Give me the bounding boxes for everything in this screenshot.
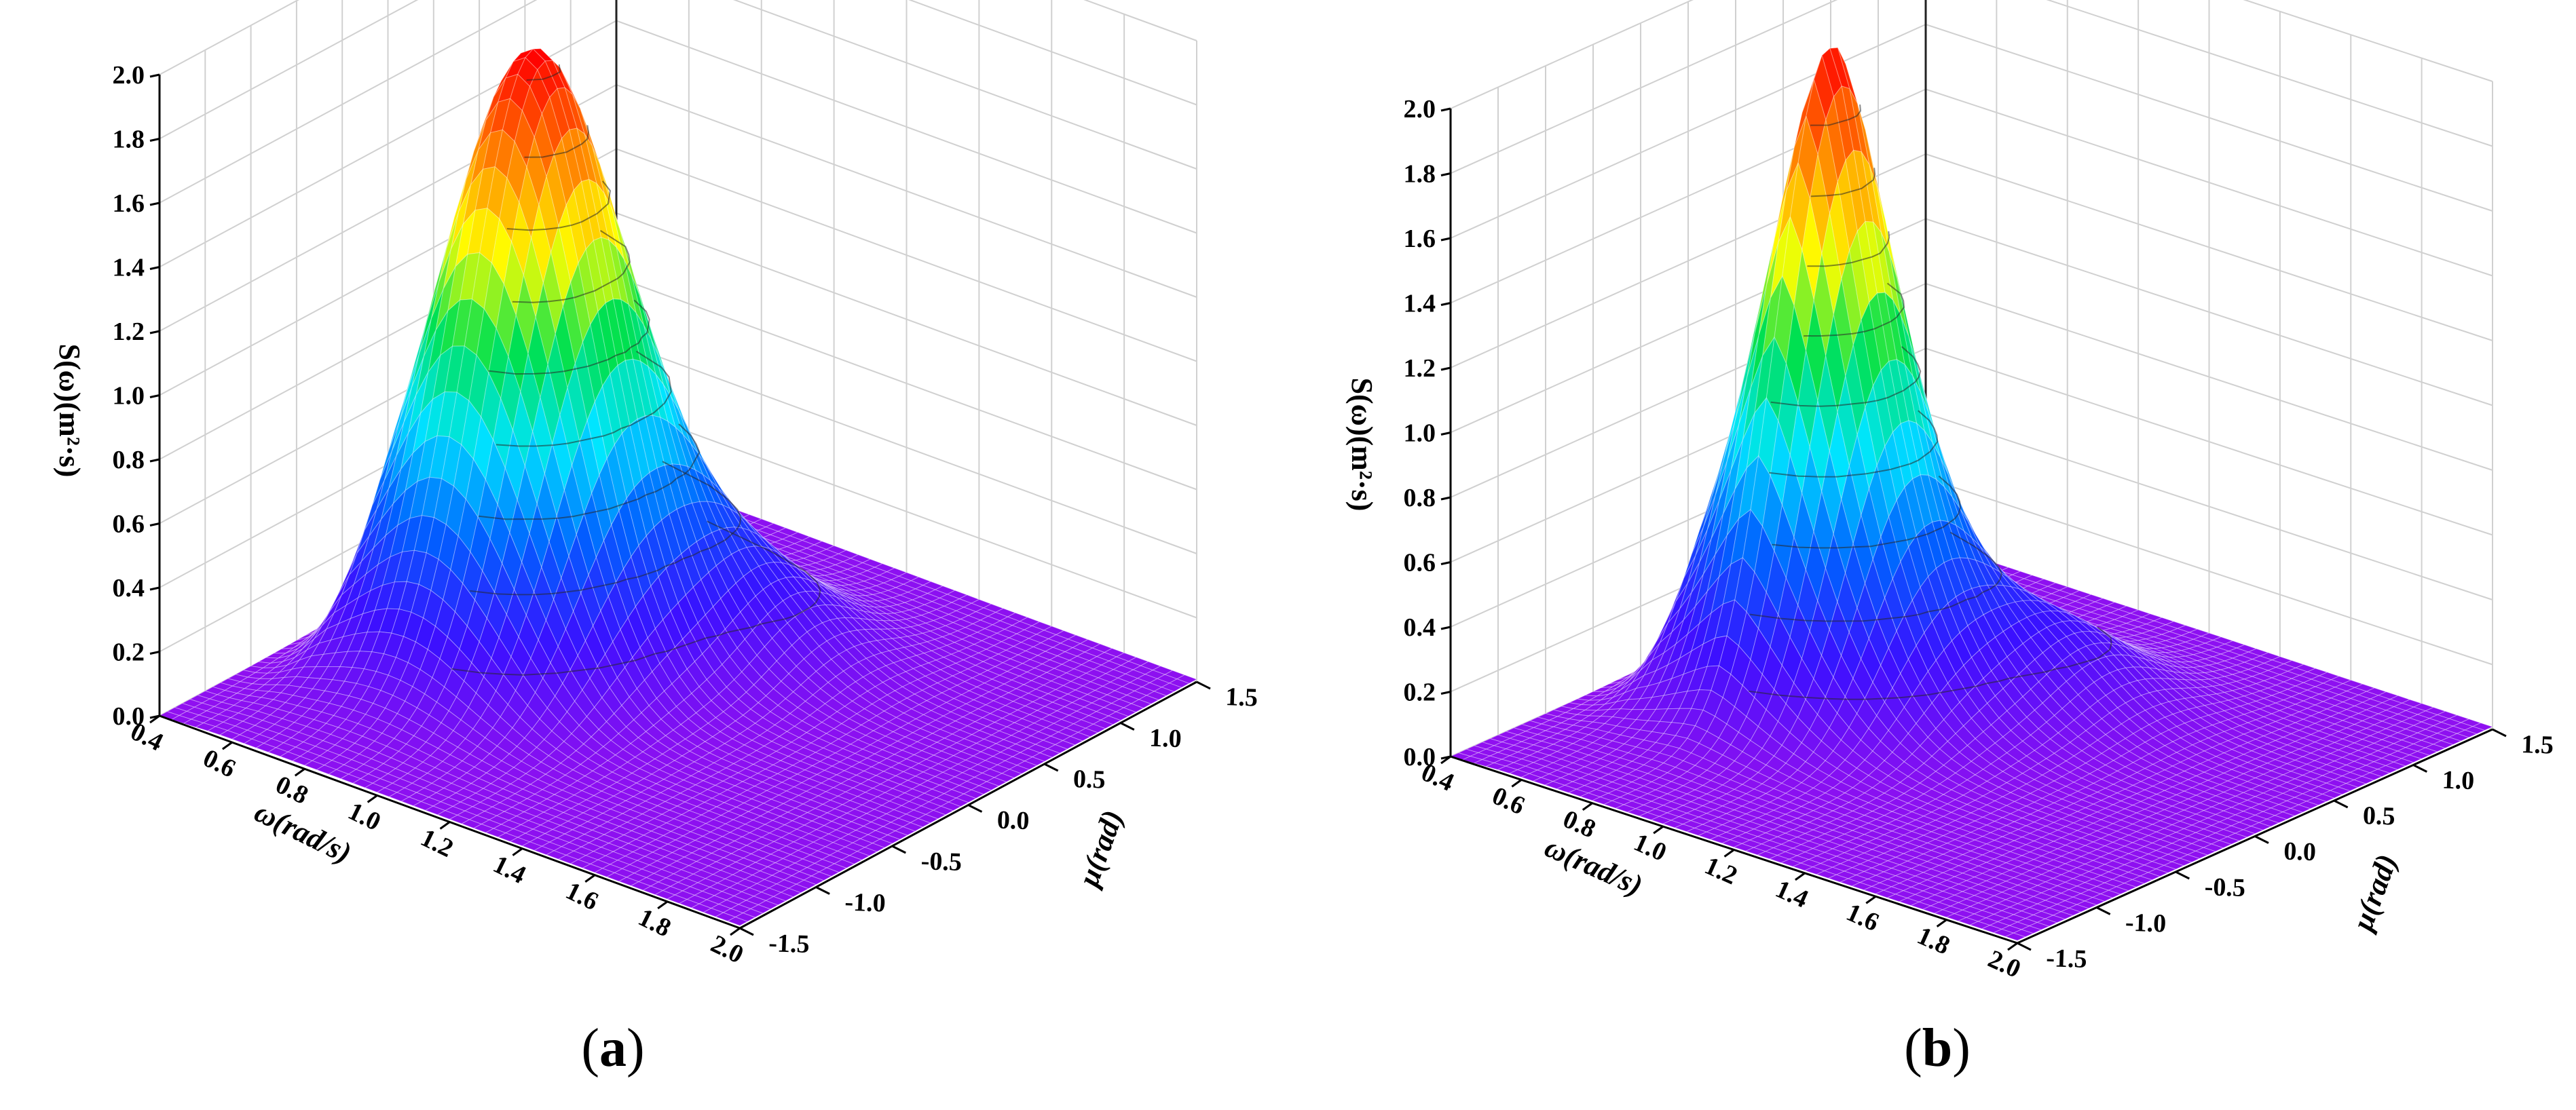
z-tick-label: 1.8 <box>1404 160 1436 189</box>
mu-tick-label: 1.5 <box>2521 730 2554 760</box>
surface-contours-b <box>1749 104 2112 700</box>
z-tick-label: 1.0 <box>113 382 145 410</box>
z-tick-label: 1.6 <box>113 189 145 218</box>
z-tick-label: 0.2 <box>113 638 145 667</box>
z-tick-label: 0.0 <box>1404 743 1436 771</box>
mu-axis-label-a: μ(rad) <box>1071 806 1130 892</box>
caption-b-letter: b <box>1922 1018 1953 1078</box>
z-tick-label: 0.6 <box>113 510 145 539</box>
omega-tick-label: 0.6 <box>199 744 240 784</box>
z-tick-label: 0.8 <box>1404 484 1436 512</box>
omega-tick-label: 1.2 <box>416 823 458 863</box>
omega-tick-label: 1.2 <box>1700 851 1741 891</box>
mu-tick-label: -1.0 <box>844 888 886 918</box>
omega-tick-label: 2.0 <box>1984 944 2025 984</box>
z-tick-label: 0.4 <box>113 574 145 602</box>
omega-tick-label: 2.0 <box>707 930 748 970</box>
mu-tick-label: 0.0 <box>2283 837 2317 867</box>
mu-tick-label: 0.5 <box>2362 801 2395 831</box>
mu-tick-label: 1.0 <box>1149 724 1182 754</box>
z-tick-label: 1.4 <box>113 254 145 282</box>
omega-axis-label-a: ω(rad/s) <box>249 795 356 870</box>
z-tick-label: 2.0 <box>113 61 145 90</box>
omega-tick-label: 1.6 <box>1842 898 1883 937</box>
z-axis-label-a: S(ω)(m²·s) <box>53 344 86 478</box>
z-tick-label: 0.8 <box>113 446 145 474</box>
omega-axis-label-b: ω(rad/s) <box>1540 830 1647 902</box>
mu-tick-label: 0.0 <box>996 806 1030 836</box>
chart-panel-b: 0.0 0.2 0.4 0.6 0.8 1.0 1.2 1.4 1.6 1.8 2.0 0.4 0.6 0… <box>1288 0 2576 1018</box>
z-tick-label: 1.2 <box>113 318 145 346</box>
omega-tick-label: 1.4 <box>489 850 530 890</box>
chart-panel-a: 0.0 0.2 0.4 0.6 0.8 1.0 1.2 1.4 1.6 1.8 2.0 0.4 0.6 0… <box>0 0 1288 1018</box>
omega-tick-label: 1.4 <box>1772 875 1812 914</box>
mu-tick-label: -1.0 <box>2125 908 2167 938</box>
mu-axis-label-b: μ(rad) <box>2345 850 2404 936</box>
caption-b: (b) <box>1904 1018 1971 1078</box>
surface-contours-a <box>451 64 821 676</box>
mu-tick-label: 1.0 <box>2442 766 2475 796</box>
z-tick-label: 1.2 <box>1404 354 1436 383</box>
mu-tick-label: -0.5 <box>920 847 963 877</box>
surface-chart-b: 0.00.20.40.60.81.01.21.41.61.82.00.40.60… <box>1345 0 2554 984</box>
omega-tick-label: 1.8 <box>1913 921 1954 961</box>
surface-mesh-a <box>158 48 1198 926</box>
z-tick-label: 0.0 <box>113 702 145 731</box>
mu-tick-label: -1.5 <box>768 929 810 959</box>
surface-mesh-b <box>1449 46 2494 941</box>
z-tick-label: 2.0 <box>1404 95 1436 123</box>
z-axis-label-b: S(ω)(m²·s) <box>1345 378 1379 512</box>
mu-tick-label: -1.5 <box>2046 944 2088 974</box>
caption-a-letter: a <box>599 1018 627 1078</box>
z-tick-label: 1.4 <box>1404 290 1436 318</box>
z-tick-label: 1.0 <box>1404 419 1436 448</box>
z-tick-label: 0.4 <box>1404 613 1436 642</box>
z-tick-label: 0.6 <box>1404 549 1436 577</box>
omega-tick-label: 1.8 <box>634 903 675 943</box>
z-tick-label: 1.8 <box>113 126 145 154</box>
caption-a: (a) <box>581 1018 645 1078</box>
omega-tick-label: 1.6 <box>561 877 603 917</box>
omega-tick-label: 1.0 <box>343 797 385 837</box>
z-tick-label: 1.6 <box>1404 225 1436 253</box>
mu-tick-label: 0.5 <box>1072 765 1106 795</box>
mu-tick-label: 1.5 <box>1225 683 1258 712</box>
omega-tick-label: 1.0 <box>1630 828 1670 867</box>
z-tick-label: 0.2 <box>1404 678 1436 707</box>
mu-tick-label: -0.5 <box>2204 873 2246 902</box>
surface-chart-a: 0.00.20.40.60.81.01.21.41.61.82.00.40.60… <box>53 0 1258 970</box>
omega-tick-label: 0.6 <box>1488 782 1529 821</box>
